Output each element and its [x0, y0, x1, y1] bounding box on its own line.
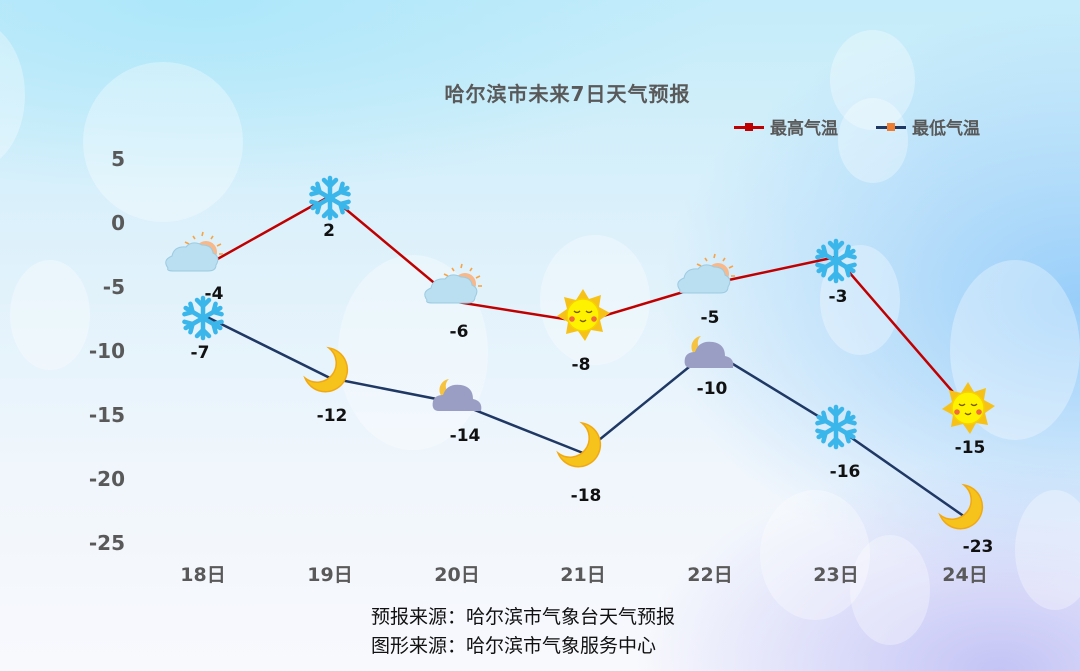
y-tick: 5 [111, 147, 125, 171]
legend-low-label: 最低气温 [912, 119, 980, 139]
high-temp-label: -6 [449, 322, 469, 342]
partly-cloudy-night-icon [432, 379, 482, 411]
x-tick: 20日 [434, 564, 480, 586]
y-tick: 0 [111, 211, 125, 235]
partly-cloudy-day-icon [164, 231, 224, 272]
chart-legend: 最高气温 最低气温 [734, 114, 980, 139]
low-temp-label: -12 [316, 406, 348, 426]
snowflake-icon [310, 178, 351, 218]
x-tick: 19日 [307, 564, 353, 586]
partly-cloudy-night-icon [684, 336, 734, 368]
chart-title: 哈尔滨市未来7日天气预报 [444, 82, 691, 106]
high-temp-label: -15 [954, 438, 986, 458]
snowflake-icon [816, 407, 857, 447]
x-tick: 24日 [942, 564, 988, 586]
low-temp-label: -16 [829, 462, 861, 482]
low-temp-label: -14 [449, 426, 481, 446]
low-temp-label: -18 [570, 486, 602, 506]
high-temp-label: -5 [700, 308, 720, 328]
x-tick: 18日 [180, 564, 226, 586]
x-tick: 22日 [687, 564, 733, 586]
legend-high-line-icon [734, 120, 764, 134]
high-temp-label: 2 [323, 221, 335, 241]
low-temp-label: -7 [190, 343, 210, 363]
legend-high-label: 最高气温 [770, 119, 838, 139]
y-tick: -20 [88, 467, 125, 491]
partly-cloudy-day-icon [423, 263, 483, 304]
x-tick: 23日 [813, 564, 859, 586]
low-temp-label: -10 [696, 379, 728, 399]
crescent-moon-icon [939, 484, 984, 530]
y-tick: -15 [88, 403, 125, 427]
high-temp-label: -3 [828, 287, 848, 307]
sun-icon [556, 288, 611, 342]
high-temp-label: -8 [571, 355, 591, 375]
legend-item-low: 最低气温 [876, 114, 980, 139]
legend-low-line-icon [876, 120, 906, 134]
forecast-source-text: 预报来源：哈尔滨市气象台天气预报 [371, 606, 676, 628]
snowflake-icon [183, 298, 224, 338]
graphic-source-text: 图形来源：哈尔滨市气象服务中心 [371, 635, 657, 657]
low-temp-label: -23 [962, 537, 994, 557]
legend-item-high: 最高气温 [734, 114, 838, 139]
x-tick: 21日 [560, 564, 606, 586]
high-temp-label: -4 [204, 284, 224, 304]
y-tick: -5 [102, 275, 125, 299]
y-tick: -10 [88, 339, 125, 363]
partly-cloudy-day-icon [676, 253, 736, 294]
y-tick: -25 [88, 531, 125, 555]
